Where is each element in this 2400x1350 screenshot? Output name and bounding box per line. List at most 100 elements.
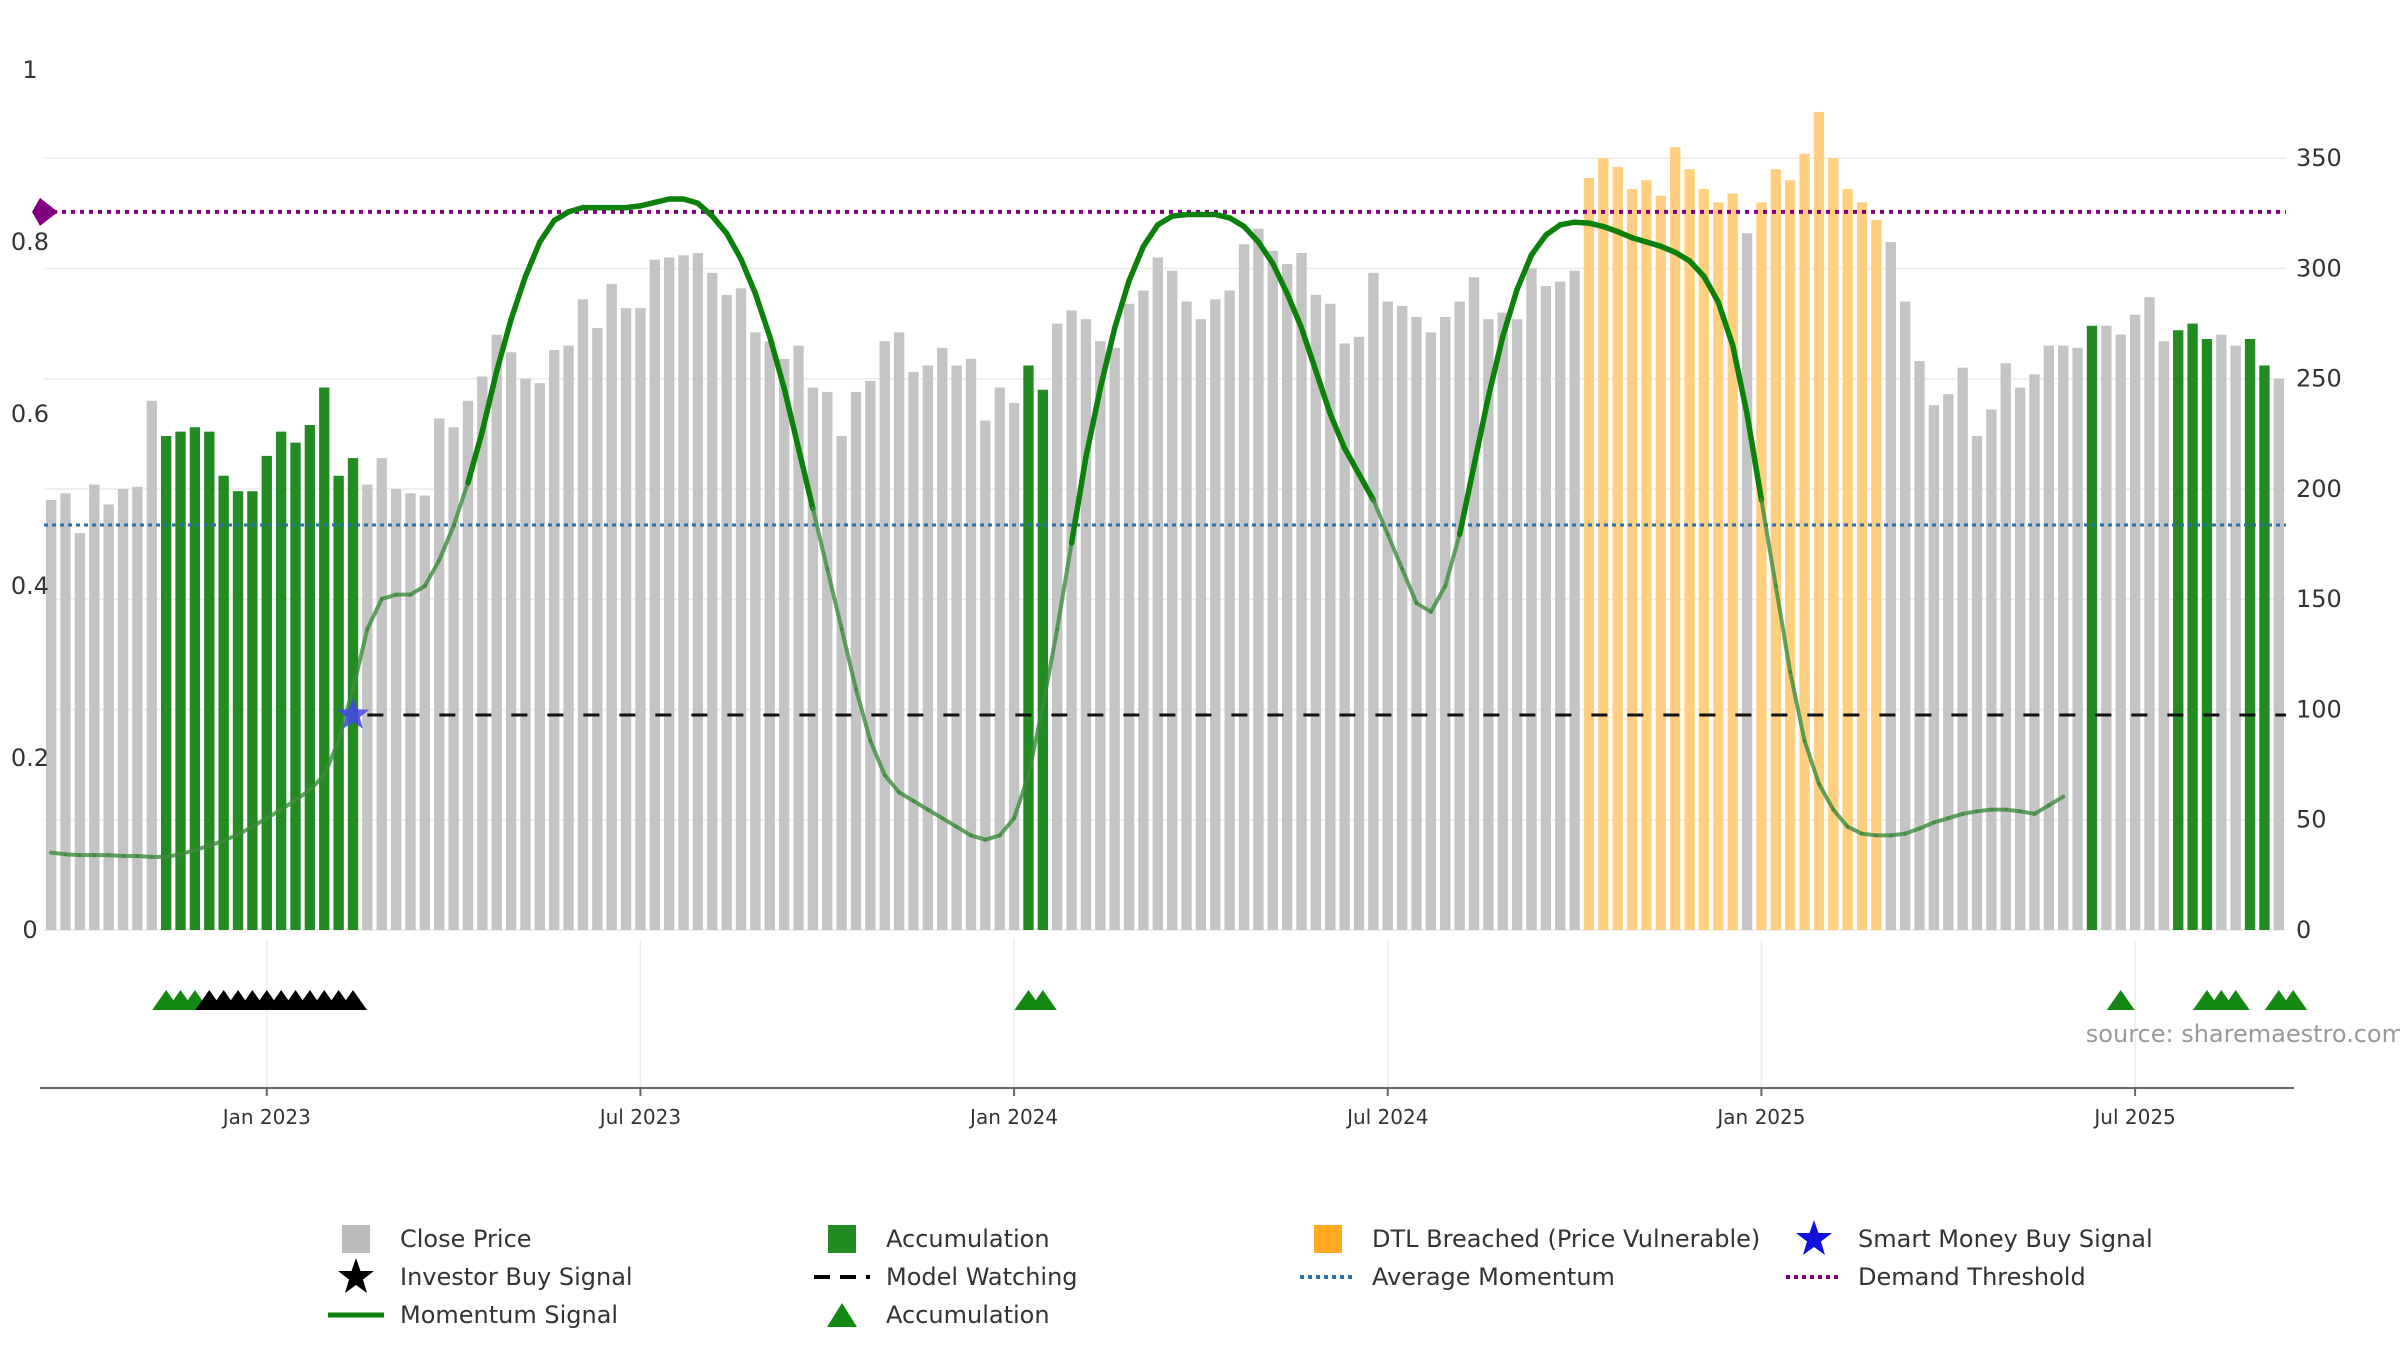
close-price-bar (750, 332, 761, 930)
x-axis-tick-label: Jan 2025 (1715, 1105, 1805, 1129)
close-price-bar (2014, 387, 2026, 930)
close-price-bar (1425, 332, 1437, 930)
dtl-bar (1770, 169, 1781, 930)
accumulation-bar (247, 491, 258, 930)
close-price-bar (850, 391, 862, 930)
accumulation-bar (304, 425, 316, 930)
right-axis-tick-label: 250 (2296, 365, 2342, 393)
accumulation-bar (2201, 339, 2213, 930)
close-price-bar (103, 504, 114, 930)
momentum-segment (221, 832, 241, 843)
close-price-bar (74, 533, 86, 930)
close-price-bar (663, 257, 675, 930)
close-price-bar (807, 387, 819, 930)
close-price-bar (1281, 264, 1293, 930)
momentum-segment (1788, 670, 1807, 743)
left-axis-tick-label: 0 (22, 916, 37, 944)
accumulation-bar (189, 427, 201, 930)
dtl-bar (1598, 158, 1609, 930)
momentum-segment (839, 627, 859, 692)
close-price-bar (965, 358, 977, 930)
momentum-segment (135, 854, 154, 859)
momentum-segment (868, 738, 887, 778)
close-price-bar (1971, 436, 1983, 930)
close-price-bar (1899, 301, 1911, 930)
momentum-segment (437, 523, 456, 563)
close-price-bar (678, 255, 689, 930)
close-price-bar (1368, 272, 1379, 930)
momentum-segment (1371, 498, 1390, 537)
momentum-segment (1026, 704, 1045, 778)
close-price-bar (2115, 334, 2126, 931)
right-axis-tick-label: 300 (2296, 254, 2342, 282)
momentum-segment (1155, 213, 1175, 228)
close-price-bar (89, 484, 100, 930)
momentum-segment (1255, 239, 1276, 267)
close-price-bar (893, 332, 905, 930)
close-price-bar (1080, 319, 1092, 931)
accumulation-bar (160, 436, 172, 930)
close-price-bar (1238, 244, 1250, 930)
close-price-bar (1943, 394, 1954, 931)
smart-money-buy-star (336, 698, 370, 729)
momentum-segment (1543, 222, 1563, 238)
grid-lines (44, 157, 2286, 1090)
dtl-bar (1670, 147, 1681, 930)
momentum-segment (882, 773, 902, 795)
close-price-bar (390, 488, 402, 930)
right-axis-tick-label: 100 (2296, 695, 2342, 723)
close-price-bar (1511, 319, 1523, 931)
momentum-segment (1701, 273, 1722, 305)
momentum-segment (1845, 824, 1865, 836)
dtl-bar (1842, 189, 1853, 931)
close-price-bar (1138, 290, 1149, 930)
momentum-segment (1284, 290, 1305, 331)
momentum-segment (1327, 411, 1348, 452)
close-price-bar (434, 418, 445, 930)
close-price-bar (1224, 290, 1235, 930)
momentum-segment (1400, 566, 1419, 606)
close-price-bar (1555, 281, 1566, 930)
close-price-bar (721, 294, 732, 930)
close-price-bar (1109, 347, 1120, 930)
close-price-bar (1440, 316, 1451, 930)
momentum-segment (1773, 584, 1793, 674)
left-axis-tick-label: 1 (22, 56, 37, 84)
close-price-bar (994, 387, 1005, 930)
dtl-bar (1727, 193, 1738, 930)
accumulation-triangle (2106, 990, 2135, 1010)
close-price-bar (1885, 242, 1896, 930)
close-price-bar (1253, 228, 1264, 930)
accumulation-bar (333, 475, 344, 930)
momentum-segment (250, 816, 269, 829)
close-price-bar (778, 358, 790, 930)
close-price-bar (2072, 347, 2083, 930)
close-price-bar (879, 341, 890, 930)
momentum-segment (422, 558, 442, 588)
accumulation-bar (1023, 365, 1034, 930)
momentum-segment (164, 852, 183, 859)
momentum-segment (1414, 601, 1433, 614)
close-price-bar (606, 283, 617, 930)
momentum-segment (1499, 286, 1520, 340)
momentum-segment (968, 833, 988, 842)
close-price-bar (462, 400, 474, 930)
momentum-segment (1917, 820, 1936, 831)
momentum-segment (2032, 803, 2051, 816)
close-price-bar (46, 500, 57, 930)
momentum-segment (522, 239, 543, 280)
accumulation-bar (2244, 339, 2256, 930)
momentum-segment (379, 592, 399, 601)
right-axis-tick-label: 0 (2296, 916, 2311, 944)
close-price-bar (1167, 270, 1178, 931)
momentum-segment (106, 853, 126, 859)
momentum-segment (293, 787, 312, 803)
momentum-segment (236, 824, 255, 837)
momentum-segment (178, 848, 197, 857)
momentum-segment (997, 816, 1017, 838)
accumulation-triangle (2221, 990, 2250, 1010)
momentum-segment (508, 273, 529, 323)
close-price-bar (2158, 341, 2170, 930)
left-axis-tick-label: 0.6 (11, 400, 49, 428)
